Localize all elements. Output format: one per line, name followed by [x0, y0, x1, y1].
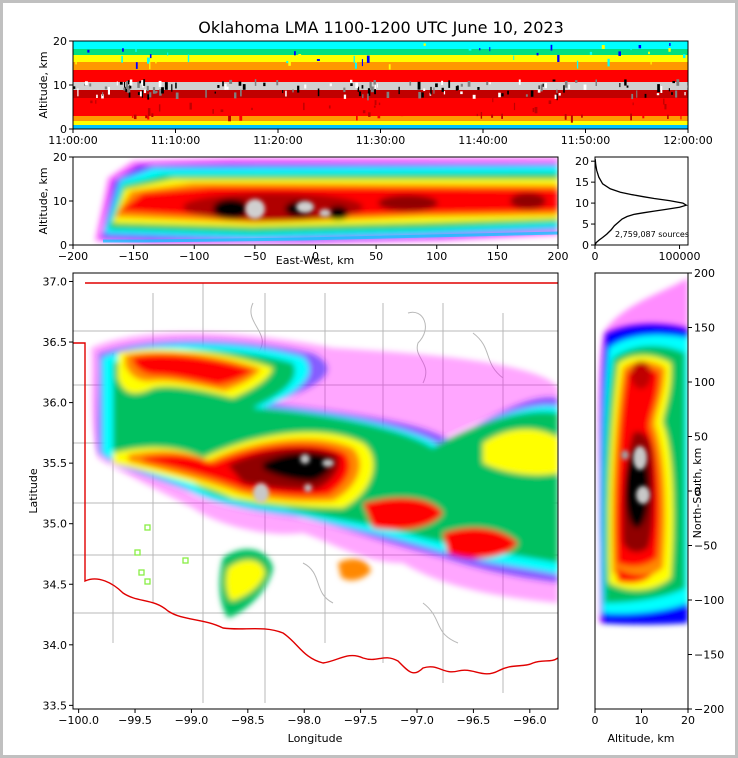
altitude-histogram-line: [594, 159, 688, 246]
north-south-xtick-label: 0: [592, 714, 599, 727]
east-west-xtick-label: −200: [58, 250, 88, 263]
time-height-xtick-label: 11:40:00: [458, 134, 507, 147]
time-height-xtick-label: 11:20:00: [253, 134, 302, 147]
north-south-ytick-label: −50: [694, 540, 717, 553]
figure-svg: Oklahoma LMA 1100-1200 UTC June 10, 2023…: [27, 18, 725, 745]
east-west-xtick-label: 50: [369, 250, 383, 263]
time-height-panel: 11:00:00 11:10:00 11:20:00 11:30:00 11:40:00…: [37, 35, 713, 147]
north-south-ytick-label: −150: [694, 649, 724, 662]
north-south-density: [598, 278, 688, 625]
histogram-xtick-label: 0: [592, 250, 599, 263]
plan-view-xtick-label: −96.5: [457, 714, 491, 727]
plan-view-xtick-label: −99.5: [118, 714, 152, 727]
east-west-xlabel: East-West, km: [276, 254, 354, 267]
time-height-density: [73, 41, 688, 129]
north-south-xtick-label: 20: [681, 714, 695, 727]
plan-view-ylabel: Latitude: [27, 468, 40, 514]
east-west-xtick-label: 0: [312, 250, 319, 263]
histogram-ytick-label: 20: [575, 155, 589, 168]
time-height-ytick-label: 10: [53, 79, 67, 92]
histogram-ytick-label: 0: [582, 239, 589, 252]
plan-view-xtick-label: −99.0: [175, 714, 209, 727]
plan-view-ytick-label: 37.0: [43, 275, 68, 288]
north-south-ytick-label: 150: [694, 322, 715, 335]
time-height-xtick-label: 11:00:00: [48, 134, 97, 147]
east-west-density: [73, 157, 558, 245]
north-south-xlabel: Altitude, km: [607, 732, 674, 745]
north-south-ylabel: North-South, km: [691, 448, 704, 539]
plan-view-xtick-label: −96.0: [513, 714, 547, 727]
histogram-ytick-label: 15: [575, 176, 589, 189]
north-south-xtick-label: 10: [635, 714, 649, 727]
east-west-xtick-label: −50: [243, 250, 266, 263]
east-west-xtick-label: −150: [119, 250, 149, 263]
time-height-ytick-label: 0: [60, 123, 67, 136]
plan-view-xtick-label: −98.5: [231, 714, 265, 727]
time-height-xtick-label: 11:10:00: [151, 134, 200, 147]
altitude-histogram-panel: 2,759,087 sources 0 100000 0 5 10 15 20: [575, 155, 701, 263]
east-west-xtick-label: 200: [548, 250, 569, 263]
time-height-ytick-label: 20: [53, 35, 67, 48]
time-height-xtick-label: 12:00:00: [663, 134, 712, 147]
histogram-ytick-label: 10: [575, 197, 589, 210]
north-south-ytick-label: −200: [694, 703, 724, 716]
time-height-xtick-label: 11:50:00: [561, 134, 610, 147]
north-south-ytick-label: 50: [694, 431, 708, 444]
north-south-ytick-label: 200: [694, 267, 715, 280]
lma-stations: [134, 524, 189, 585]
east-west-ytick-label: 10: [53, 195, 67, 208]
plan-view-ytick-label: 35.5: [43, 457, 68, 470]
time-height-ylabel: Altitude, km: [37, 51, 50, 118]
east-west-xtick-label: −100: [179, 250, 209, 263]
histogram-xtick-label: 100000: [659, 250, 701, 263]
east-west-xtick-label: 100: [426, 250, 447, 263]
plan-view-xtick-label: −100.0: [58, 714, 99, 727]
figure: Oklahoma LMA 1100-1200 UTC June 10, 2023…: [3, 3, 735, 755]
plan-view-ytick-label: 36.5: [43, 336, 68, 349]
north-south-panel: 0 10 20−200 −150 −100 −50 0 50 100 150 200 North-S…: [592, 267, 725, 745]
plan-view-ytick-label: 34.0: [43, 639, 68, 652]
plan-view-xtick-label: −98.0: [287, 714, 321, 727]
plan-view-ytick-label: 34.5: [43, 578, 68, 591]
north-south-ytick-label: −100: [694, 594, 724, 607]
east-west-panel: −200 −150 −100 −50 0 50 100 150 200 0 10 20 Altitud…: [37, 151, 569, 267]
plan-view-ytick-label: 36.0: [43, 397, 68, 410]
plan-view-panel: −100.0 −99.5 −99.0 −98.5 −98.0 −97.5 −97.0 −96.…: [27, 272, 559, 745]
east-west-ylabel: Altitude, km: [37, 167, 50, 234]
histogram-ytick-label: 5: [582, 218, 589, 231]
east-west-ytick-label: 20: [53, 151, 67, 164]
plan-view-xlabel: Longitude: [288, 732, 343, 745]
plan-view-xtick-label: −97.5: [344, 714, 378, 727]
time-height-xtick-label: 11:30:00: [356, 134, 405, 147]
east-west-ytick-label: 0: [60, 239, 67, 252]
north-south-ytick-label: 100: [694, 376, 715, 389]
east-west-xtick-label: 150: [487, 250, 508, 263]
plan-view-xtick-label: −97.0: [400, 714, 434, 727]
source-count: 2,759,087 sources: [615, 230, 689, 239]
north-south-ytick-label: 0: [694, 485, 701, 498]
figure-title: Oklahoma LMA 1100-1200 UTC June 10, 2023: [198, 18, 564, 37]
plan-view-ytick-label: 35.0: [43, 518, 68, 531]
oklahoma-border: [73, 342, 558, 675]
plan-view-ytick-label: 33.5: [43, 699, 68, 712]
